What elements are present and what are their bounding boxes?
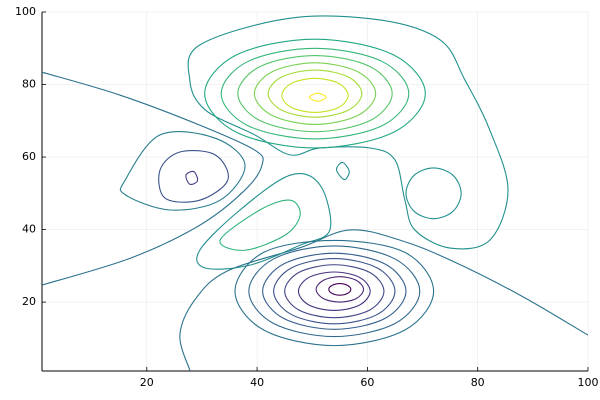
x-tick-label: 20 xyxy=(140,376,154,389)
y-tick-label: 80 xyxy=(22,78,36,91)
contour-line xyxy=(41,71,264,286)
contour-line xyxy=(237,54,393,133)
contour-line xyxy=(308,92,327,102)
contour-line xyxy=(119,131,246,211)
contour-line xyxy=(335,161,350,181)
x-tick-label: 100 xyxy=(578,376,599,389)
x-tick-label: 80 xyxy=(471,376,485,389)
contour-line xyxy=(253,62,377,125)
contour-line xyxy=(219,199,301,251)
contour-line xyxy=(284,264,385,319)
contour-line xyxy=(179,229,589,371)
contour-line xyxy=(185,170,199,185)
contour-line xyxy=(267,69,363,118)
contour-line xyxy=(273,258,396,325)
contour-line xyxy=(196,173,332,270)
contour-line xyxy=(234,239,435,347)
contour-line xyxy=(187,15,509,250)
contour-line xyxy=(405,167,462,220)
contour-line xyxy=(158,149,229,203)
y-tick-label: 100 xyxy=(15,5,36,18)
contour-line xyxy=(262,252,407,330)
contour-line xyxy=(204,38,426,149)
contour-line xyxy=(220,47,410,140)
contour-line xyxy=(315,276,365,303)
contour-line xyxy=(281,77,349,113)
x-tick-label: 60 xyxy=(360,376,374,389)
x-tick-label: 40 xyxy=(250,376,264,389)
contour-line xyxy=(328,283,352,296)
y-tick-label: 60 xyxy=(22,150,36,163)
contour-line xyxy=(297,271,371,311)
y-tick-label: 40 xyxy=(22,223,36,236)
y-tick-label: 20 xyxy=(22,295,36,308)
contour-line xyxy=(248,245,421,338)
